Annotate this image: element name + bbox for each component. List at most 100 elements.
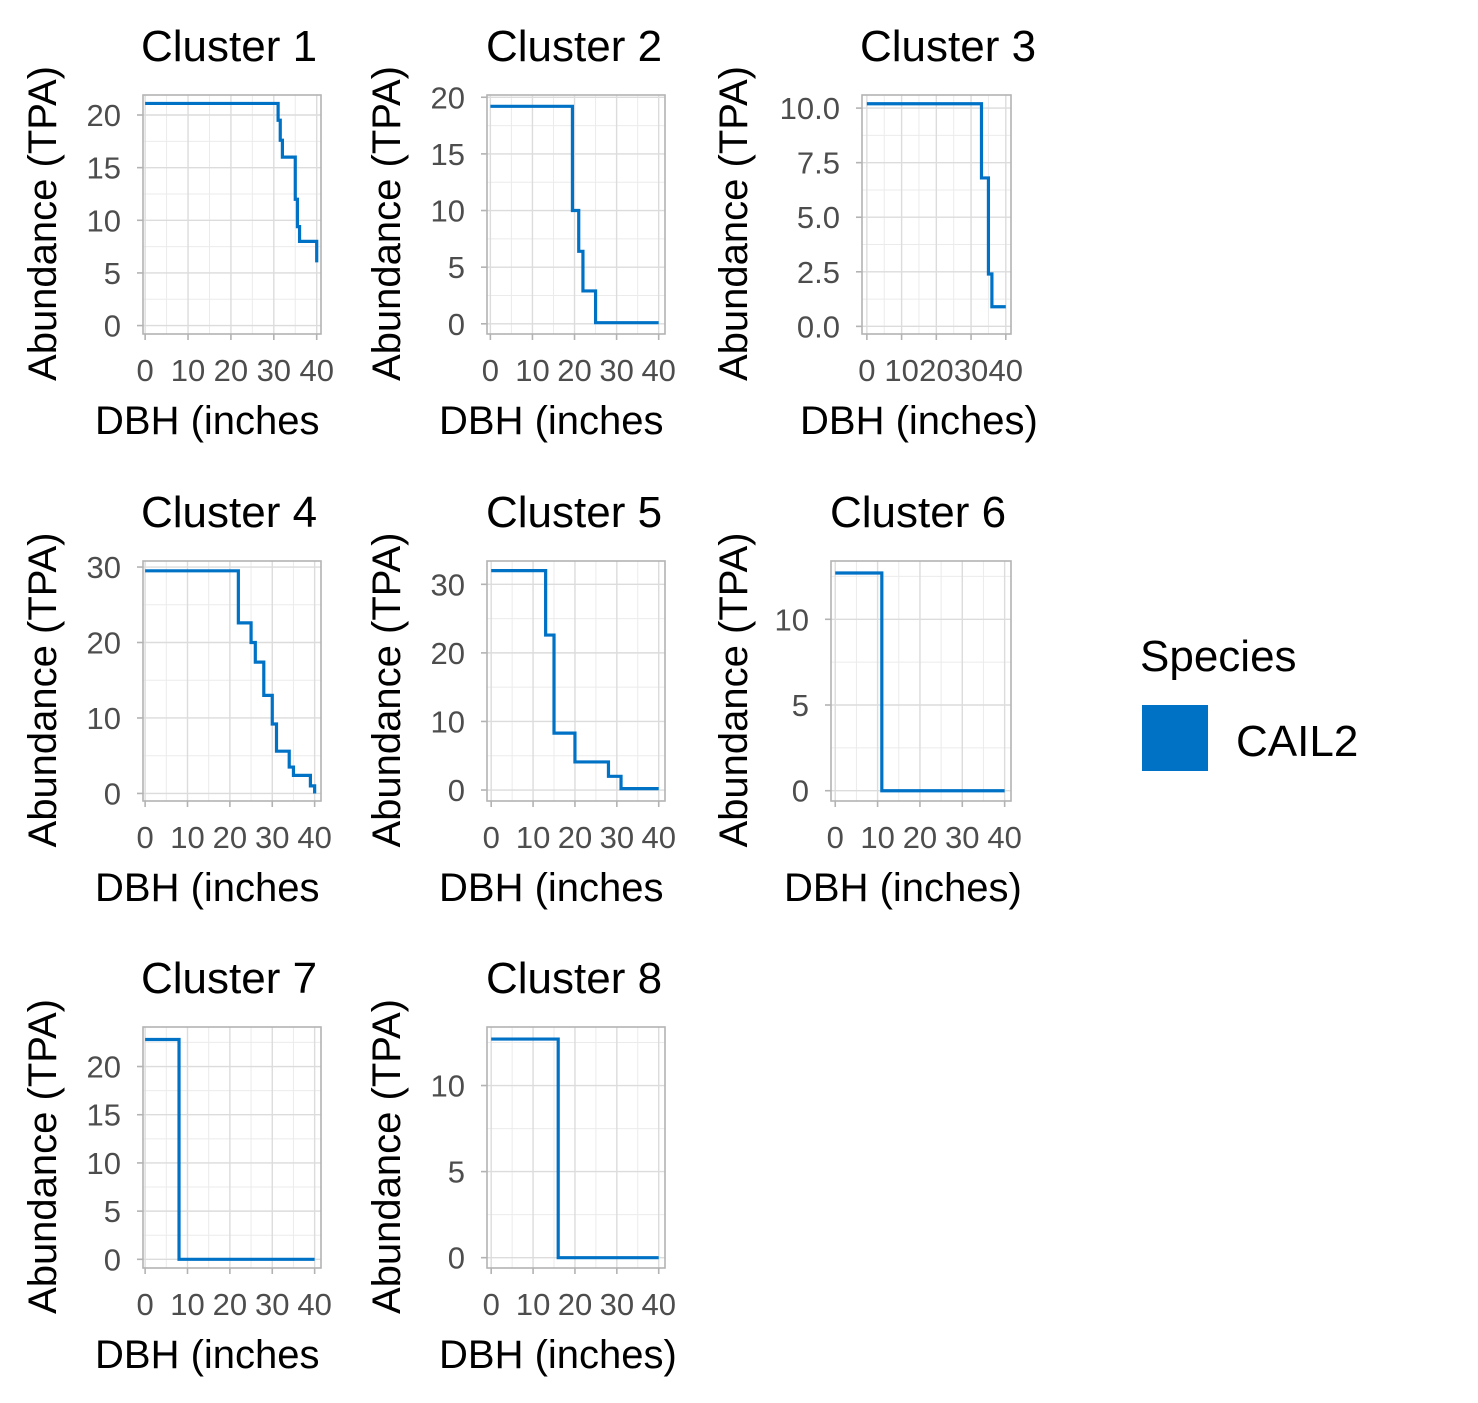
y-axis-label: Abundance (TPA) — [712, 533, 756, 848]
x-tick-label: 40 — [641, 1287, 675, 1322]
x-tick-label: 30 — [257, 353, 291, 388]
y-tick-label: 0 — [104, 776, 121, 811]
panel-title: Cluster 1 — [141, 22, 317, 71]
x-axis-label: DBH (inches — [95, 1333, 320, 1377]
series-line-cail2 — [491, 1037, 659, 1260]
x-tick-label: 0 — [136, 1287, 153, 1322]
series-line-cail2 — [490, 104, 659, 325]
y-tick-label: 5 — [104, 256, 121, 291]
panel-title: Cluster 2 — [486, 22, 662, 71]
x-axis-label: DBH (inches — [95, 866, 320, 910]
y-tick-label: 0 — [448, 773, 465, 808]
y-axis-label: Abundance (TPA) — [365, 533, 409, 848]
series-line-cail2 — [145, 1037, 315, 1261]
panel-border — [486, 94, 666, 335]
panel-title: Cluster 5 — [486, 488, 662, 537]
y-tick-label: 10.0 — [780, 91, 840, 126]
y-tick-label: 10 — [431, 1069, 465, 1104]
series-line-cail2 — [145, 101, 319, 263]
y-tick-label: 0.0 — [797, 309, 840, 344]
y-tick-label: 20 — [431, 636, 465, 671]
x-tick-label: 40 — [641, 820, 675, 855]
x-tick-label: 0 — [483, 820, 500, 855]
x-tick-label: 30 — [255, 1287, 289, 1322]
x-tick-label: 40 — [641, 353, 675, 388]
x-tick-label: 30 — [600, 1287, 634, 1322]
y-tick-label: 2.5 — [797, 255, 840, 290]
x-tick-label: 40 — [299, 353, 333, 388]
legend-label-cail2: CAIL2 — [1236, 717, 1358, 766]
legend-key-cail2 — [1142, 705, 1208, 771]
y-tick-label: 20 — [87, 1050, 121, 1085]
x-tick-label: 20 — [558, 1287, 592, 1322]
panel-6: 0 10 20 30 40 0 5 10 Cluster 6 DBH (inches) Abunda… — [712, 488, 1022, 910]
x-tick-label: 40 — [989, 353, 1023, 388]
panel-title: Cluster 3 — [860, 22, 1036, 71]
x-axis-label: DBH (inches — [439, 399, 664, 443]
panel-border — [142, 94, 322, 335]
panel-border — [486, 1026, 666, 1269]
y-axis-label: Abundance (TPA) — [21, 66, 65, 381]
y-tick-label: 0 — [448, 1241, 465, 1276]
panel-1: 0 10 20 30 40 0 5 10 15 20 Cluster 1 DBH (inches Abu… — [21, 22, 334, 443]
x-tick-label: 10 — [860, 820, 894, 855]
x-tick-label: 20 — [919, 353, 953, 388]
x-tick-label: 10 — [516, 820, 550, 855]
legend-title: Species — [1140, 632, 1297, 681]
y-tick-label: 0 — [448, 307, 465, 342]
x-tick-label: 20 — [903, 820, 937, 855]
x-tick-label: 0 — [482, 353, 499, 388]
y-tick-label: 15 — [87, 1098, 121, 1133]
y-tick-label: 7.5 — [797, 146, 840, 181]
y-axis-label: Abundance (TPA) — [365, 66, 409, 381]
x-tick-label: 20 — [214, 353, 248, 388]
x-tick-label: 30 — [945, 820, 979, 855]
x-tick-label: 20 — [557, 353, 591, 388]
x-tick-label: 40 — [297, 1287, 331, 1322]
panel-border — [486, 560, 666, 802]
x-tick-label: 40 — [987, 820, 1021, 855]
series-line-cail2 — [835, 571, 1005, 793]
y-tick-label: 30 — [431, 567, 465, 602]
x-tick-label: 20 — [558, 820, 592, 855]
y-tick-label: 0 — [104, 309, 121, 344]
panel-3: 0 10 20 30 40 0.0 2.5 5.0 7.5 10.0 Cluster 3 DBH (i… — [712, 22, 1038, 443]
y-tick-label: 5 — [792, 688, 809, 723]
panel-border — [830, 560, 1012, 802]
series-line-cail2 — [145, 569, 317, 794]
y-tick-label: 0 — [104, 1242, 121, 1277]
x-axis-label: DBH (inches — [95, 399, 320, 443]
panel-title: Cluster 6 — [830, 488, 1006, 537]
x-axis-label: DBH (inches) — [439, 1333, 677, 1377]
x-tick-label: 10 — [884, 353, 918, 388]
y-tick-label: 10 — [87, 1146, 121, 1181]
y-tick-label: 5 — [448, 1155, 465, 1190]
y-axis-label: Abundance (TPA) — [712, 66, 756, 381]
y-tick-label: 10 — [431, 194, 465, 229]
y-axis-label: Abundance (TPA) — [21, 999, 65, 1314]
x-tick-label: 30 — [954, 353, 988, 388]
x-tick-label: 30 — [599, 353, 633, 388]
x-tick-label: 30 — [255, 820, 289, 855]
legend: Species CAIL2 — [1140, 632, 1358, 771]
y-tick-label: 0 — [792, 774, 809, 809]
x-tick-label: 0 — [137, 353, 154, 388]
y-tick-label: 15 — [87, 151, 121, 186]
y-tick-label: 15 — [431, 137, 465, 172]
series-line-cail2 — [866, 102, 1006, 309]
x-tick-label: 10 — [516, 1287, 550, 1322]
panel-border — [142, 560, 322, 802]
y-tick-label: 10 — [431, 704, 465, 739]
x-tick-label: 0 — [858, 353, 875, 388]
y-tick-label: 10 — [775, 602, 809, 637]
y-tick-label: 30 — [87, 550, 121, 585]
x-tick-label: 20 — [213, 820, 247, 855]
panel-title: Cluster 8 — [486, 954, 662, 1003]
y-tick-label: 10 — [87, 203, 121, 238]
